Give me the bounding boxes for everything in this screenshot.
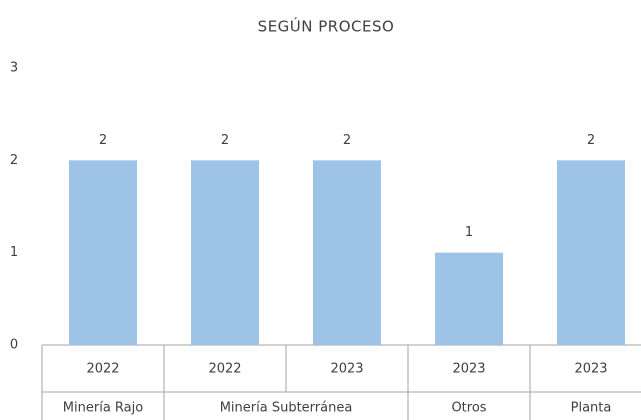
group-label: Minería Subterránea — [220, 401, 353, 416]
data-label: 1 — [465, 225, 473, 240]
x-tick-label: 2022 — [208, 362, 241, 377]
x-tick-label: 2022 — [86, 362, 119, 377]
data-label: 2 — [343, 133, 351, 148]
bar — [435, 252, 503, 345]
x-tick-label: 2023 — [330, 362, 363, 377]
data-label: 2 — [587, 133, 595, 148]
chart-title: SEGÚN PROCESO — [258, 17, 395, 36]
x-tick-label: 2023 — [574, 362, 607, 377]
y-tick-label: 1 — [10, 245, 18, 260]
group-label: Otros — [451, 401, 486, 416]
bar — [557, 160, 625, 345]
x-tick-label: 2023 — [452, 362, 485, 377]
y-tick-label: 2 — [10, 153, 18, 168]
y-tick-label: 0 — [10, 338, 18, 353]
group-label: Minería Rajo — [63, 401, 143, 416]
group-label: Planta — [571, 401, 612, 416]
bar — [69, 160, 137, 345]
data-label: 2 — [221, 133, 229, 148]
data-label: 2 — [99, 133, 107, 148]
bar — [313, 160, 381, 345]
bar — [191, 160, 259, 345]
y-tick-label: 3 — [10, 61, 18, 76]
